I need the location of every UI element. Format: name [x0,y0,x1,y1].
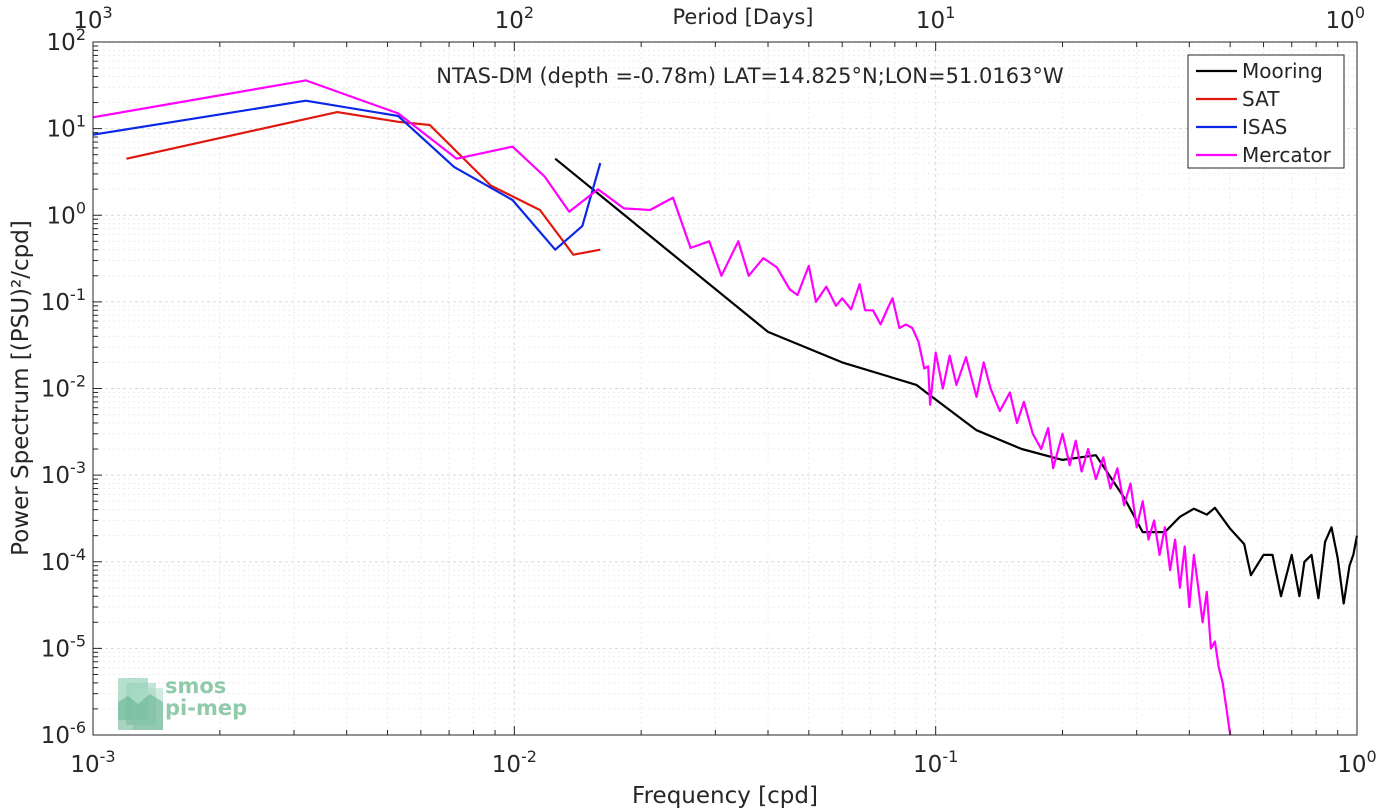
x-tick-label: 10-2 [492,747,537,778]
legend-label-isas: ISAS [1242,115,1287,139]
x-axis-label: Frequency [cpd] [632,783,818,809]
y-tick-label: 10-3 [41,458,86,489]
y-tick-label: 10-2 [41,372,86,403]
grid [92,41,1358,736]
y-tick-label: 10-1 [41,285,86,316]
smos-pi-mep-logo: smos pi-mep [118,674,247,730]
series-line-mercator [92,79,1232,736]
legend-label-mercator: Mercator [1242,143,1332,167]
legend: Mooring SAT ISAS Mercator [1187,54,1345,169]
y-tick-label: 100 [47,198,86,229]
x-tick-label: 100 [1337,747,1376,778]
top-tick-label: 101 [916,3,955,34]
y-tick-label: 101 [47,112,86,143]
chart-title: NTAS-DM (depth =-0.78m) LAT=14.825°N;LON… [436,64,1064,88]
svg-text:pi-mep: pi-mep [165,696,247,720]
series-line-sat [126,111,601,256]
y-axis-label: Power Spectrum [(PSU)²/cpd] [8,220,34,556]
top-axis-label: Period [Days] [673,5,814,29]
x-tick-label: 10-3 [70,747,115,778]
chart-title-text: NTAS-DM (depth =-0.78m) LAT=14.825°N;LON… [436,64,1064,88]
y-tick-label: 10-4 [41,545,86,576]
y-tick-label: 10-5 [41,631,86,662]
top-tick-label: 102 [495,3,534,34]
legend-label-mooring: Mooring [1242,59,1323,83]
svg-text:smos: smos [165,674,226,698]
top-tick-label: 103 [73,3,112,34]
x-tick-label: 10-1 [913,747,958,778]
y-tick-label: 102 [47,25,86,56]
plot-series [92,79,1359,736]
series-line-mooring [554,157,1359,605]
top-tick-label: 100 [1326,3,1365,34]
legend-label-sat: SAT [1242,87,1280,111]
series-line-isas [92,99,602,251]
legend-box [1187,54,1345,169]
y-tick-label: 10-6 [41,718,86,749]
